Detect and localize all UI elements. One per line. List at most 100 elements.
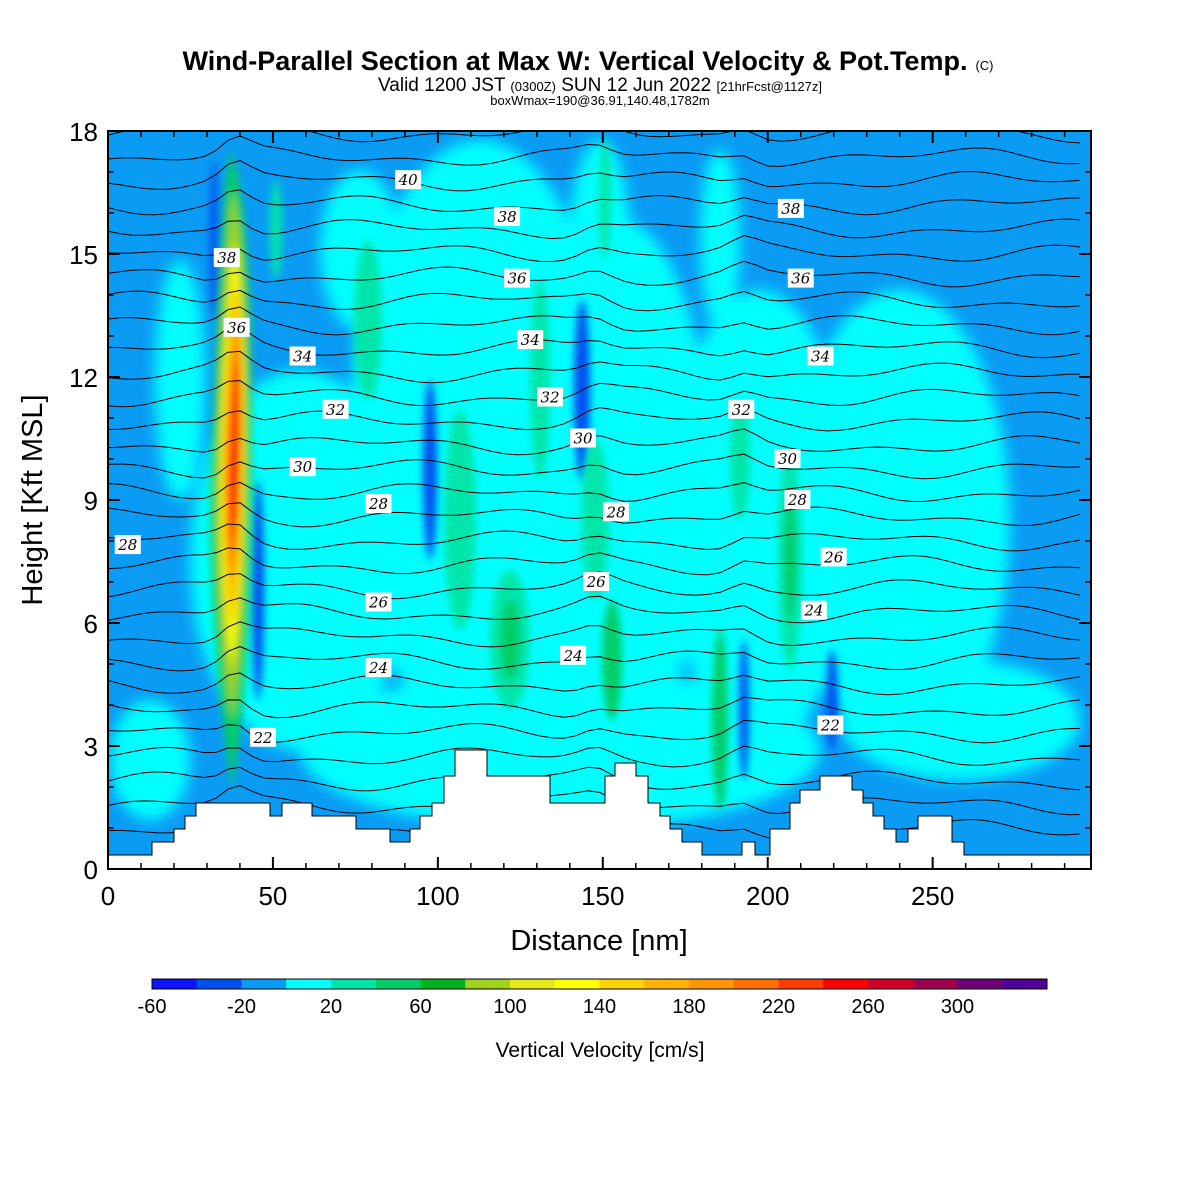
theta-contour-label: 38: [213, 248, 240, 268]
theta-isoline: [108, 407, 1081, 432]
theta-contour-label: 34: [807, 346, 834, 366]
theta-isoline: [108, 672, 1081, 696]
svg-text:38: 38: [498, 208, 517, 226]
theta-isoline: [108, 380, 1081, 408]
svg-text:40: 40: [398, 171, 419, 189]
colorbar-swatch: [912, 979, 958, 989]
colorbar-swatch: [510, 979, 556, 989]
colorbar-swatch: [465, 979, 511, 989]
theta-contour-label: 30: [289, 457, 316, 477]
colorbar-swatch: [689, 979, 735, 989]
theta-contour-label: 30: [774, 449, 801, 468]
colorbar-swatch: [778, 979, 824, 989]
theta-contour-label: 38: [777, 198, 804, 218]
theta-isoline: [108, 160, 1081, 192]
theta-contour-label: 28: [602, 502, 629, 522]
svg-text:26: 26: [586, 573, 607, 591]
svg-text:22: 22: [820, 717, 840, 735]
colorbar: -60 -20 20 60 100 140 180 220 260 300: [138, 978, 1048, 1018]
chart-subsubtitle: boxWmax=190@36.91,140.48,1782m: [490, 93, 710, 108]
theta-isoline: [108, 646, 1081, 672]
svg-text:28: 28: [605, 503, 625, 521]
theta-contour-label: 24: [800, 600, 827, 620]
colorbar-label: -60: [138, 996, 167, 1018]
colorbar-label: 180: [672, 996, 705, 1018]
theta-isoline: [108, 189, 1081, 216]
theta-contour-label: 26: [583, 572, 610, 591]
colorbar-swatch: [1002, 979, 1048, 989]
chart-subtitle: Valid 1200 JST (0300Z) SUN 12 Jun 2022 […: [378, 75, 822, 96]
theta-isoline: [108, 260, 1081, 288]
colorbar-swatch: [331, 979, 377, 989]
y-tick-label: 9: [84, 486, 98, 516]
svg-text:32: 32: [540, 389, 559, 407]
theta-contour-labels: 40 38 38 38 36 36 36 34 34 34 32 32 32 30 30 30 28 28 28 28…: [114, 170, 847, 747]
colorbar-title: Vertical Velocity [cm/s]: [496, 1039, 705, 1062]
svg-text:32: 32: [732, 401, 751, 419]
theta-isoline: [108, 453, 1081, 480]
theta-contour-label: 30: [570, 428, 597, 448]
svg-text:24: 24: [368, 659, 388, 677]
svg-text:30: 30: [293, 458, 313, 476]
x-tick-label: 0: [101, 881, 115, 911]
svg-text:38: 38: [217, 249, 236, 267]
colorbar-swatch: [196, 979, 242, 989]
colorbar-label: 260: [851, 996, 884, 1018]
theta-contour-label: 32: [322, 399, 349, 419]
theta-isoline: [108, 481, 1081, 503]
theta-contour-label: 36: [504, 268, 531, 288]
theta-contour-label: 40: [395, 170, 422, 190]
theta-contour-label: 24: [560, 645, 587, 665]
svg-text:28: 28: [368, 495, 388, 513]
theta-isoline: [108, 523, 1081, 552]
theta-contour-label: 32: [728, 399, 755, 419]
theta-isoline: [108, 696, 1081, 719]
svg-text:32: 32: [326, 401, 345, 419]
theta-isoline: [108, 745, 1081, 768]
svg-text:30: 30: [573, 430, 593, 448]
y-tick-label: 18: [69, 117, 98, 147]
theta-contour-label: 26: [365, 592, 392, 612]
svg-text:28: 28: [787, 491, 807, 509]
x-tick-label: 200: [746, 881, 789, 911]
x-tick-label: 100: [416, 881, 459, 911]
y-tick-label: 0: [84, 855, 98, 885]
colorbar-label: 20: [320, 996, 342, 1018]
theta-contour-label: 36: [787, 268, 814, 288]
theta-contour-label: 22: [250, 727, 277, 747]
chart-title: Wind-Parallel Section at Max W: Vertical…: [182, 46, 993, 76]
theta-isoline: [108, 621, 1081, 648]
colorbar-swatch: [868, 979, 914, 989]
colorbar-swatch: [733, 979, 779, 989]
svg-text:26: 26: [823, 548, 844, 566]
colorbar-swatch: [420, 979, 466, 989]
svg-text:26: 26: [368, 594, 389, 612]
colorbar-swatch: [599, 979, 645, 989]
theta-isoline: [108, 350, 1081, 384]
y-axis-label: Height [Kft MSL]: [17, 394, 49, 605]
theta-contour-label: 28: [114, 535, 141, 555]
colorbar-label: 100: [493, 996, 526, 1018]
colorbar-swatch: [957, 979, 1003, 989]
theta-contour-label: 34: [517, 330, 544, 350]
colorbar-swatch: [554, 979, 600, 989]
y-tick-label: 3: [84, 732, 98, 762]
colorbar-label: 220: [762, 996, 795, 1018]
theta-isoline: [108, 289, 1081, 312]
theta-isoline: [108, 547, 1081, 576]
colorbar-swatch: [286, 979, 332, 989]
svg-text:36: 36: [227, 319, 247, 337]
theta-contour-label: 22: [817, 715, 844, 735]
colorbar-label: -20: [227, 996, 256, 1018]
theta-contour-label: 28: [365, 494, 392, 514]
theta-isoline: [108, 325, 1081, 359]
svg-text:24: 24: [563, 647, 583, 665]
theta-contour-label: 36: [223, 317, 250, 337]
svg-text:28: 28: [117, 536, 137, 554]
x-tick-label: 150: [581, 881, 624, 911]
svg-text:34: 34: [521, 331, 540, 349]
x-axis-label: Distance [nm]: [510, 925, 687, 957]
svg-text:34: 34: [293, 348, 312, 366]
